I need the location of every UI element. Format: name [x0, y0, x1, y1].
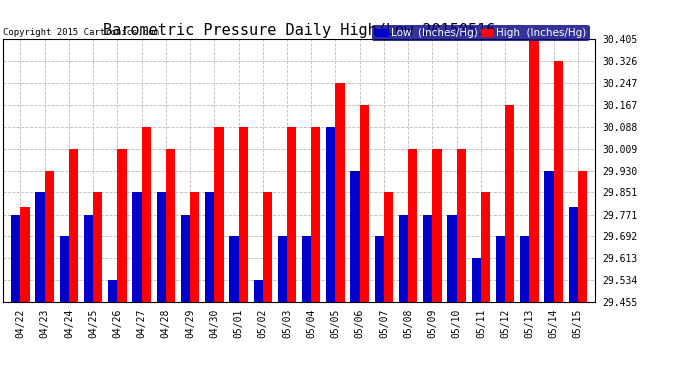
- Bar: [84, 214, 93, 302]
- Bar: [529, 39, 539, 302]
- Bar: [408, 149, 417, 302]
- Bar: [433, 149, 442, 302]
- Bar: [181, 214, 190, 302]
- Bar: [93, 192, 102, 302]
- Bar: [117, 149, 126, 302]
- Bar: [544, 171, 553, 302]
- Bar: [229, 236, 239, 302]
- Bar: [205, 192, 215, 302]
- Bar: [384, 192, 393, 302]
- Bar: [351, 171, 359, 302]
- Bar: [359, 105, 369, 302]
- Bar: [157, 192, 166, 302]
- Bar: [302, 236, 311, 302]
- Bar: [190, 192, 199, 302]
- Bar: [335, 83, 345, 302]
- Legend: Low  (Inches/Hg), High  (Inches/Hg): Low (Inches/Hg), High (Inches/Hg): [372, 25, 589, 41]
- Bar: [287, 127, 296, 302]
- Bar: [375, 236, 384, 302]
- Bar: [239, 127, 248, 302]
- Text: Copyright 2015 Cartronics.com: Copyright 2015 Cartronics.com: [3, 28, 159, 37]
- Bar: [569, 207, 578, 302]
- Bar: [505, 105, 514, 302]
- Bar: [11, 214, 21, 302]
- Bar: [326, 127, 335, 302]
- Bar: [496, 236, 505, 302]
- Bar: [457, 149, 466, 302]
- Bar: [278, 236, 287, 302]
- Bar: [311, 127, 320, 302]
- Bar: [578, 171, 587, 302]
- Bar: [132, 192, 141, 302]
- Bar: [481, 192, 490, 302]
- Bar: [472, 258, 481, 302]
- Bar: [253, 280, 263, 302]
- Bar: [553, 61, 563, 302]
- Bar: [166, 149, 175, 302]
- Bar: [423, 214, 433, 302]
- Bar: [141, 127, 151, 302]
- Bar: [45, 171, 54, 302]
- Bar: [35, 192, 45, 302]
- Bar: [108, 280, 117, 302]
- Bar: [215, 127, 224, 302]
- Title: Barometric Pressure Daily High/Low 20150516: Barometric Pressure Daily High/Low 20150…: [103, 23, 495, 38]
- Bar: [399, 214, 408, 302]
- Bar: [59, 236, 69, 302]
- Bar: [447, 214, 457, 302]
- Bar: [263, 192, 272, 302]
- Bar: [69, 149, 78, 302]
- Bar: [520, 236, 529, 302]
- Bar: [21, 207, 30, 302]
